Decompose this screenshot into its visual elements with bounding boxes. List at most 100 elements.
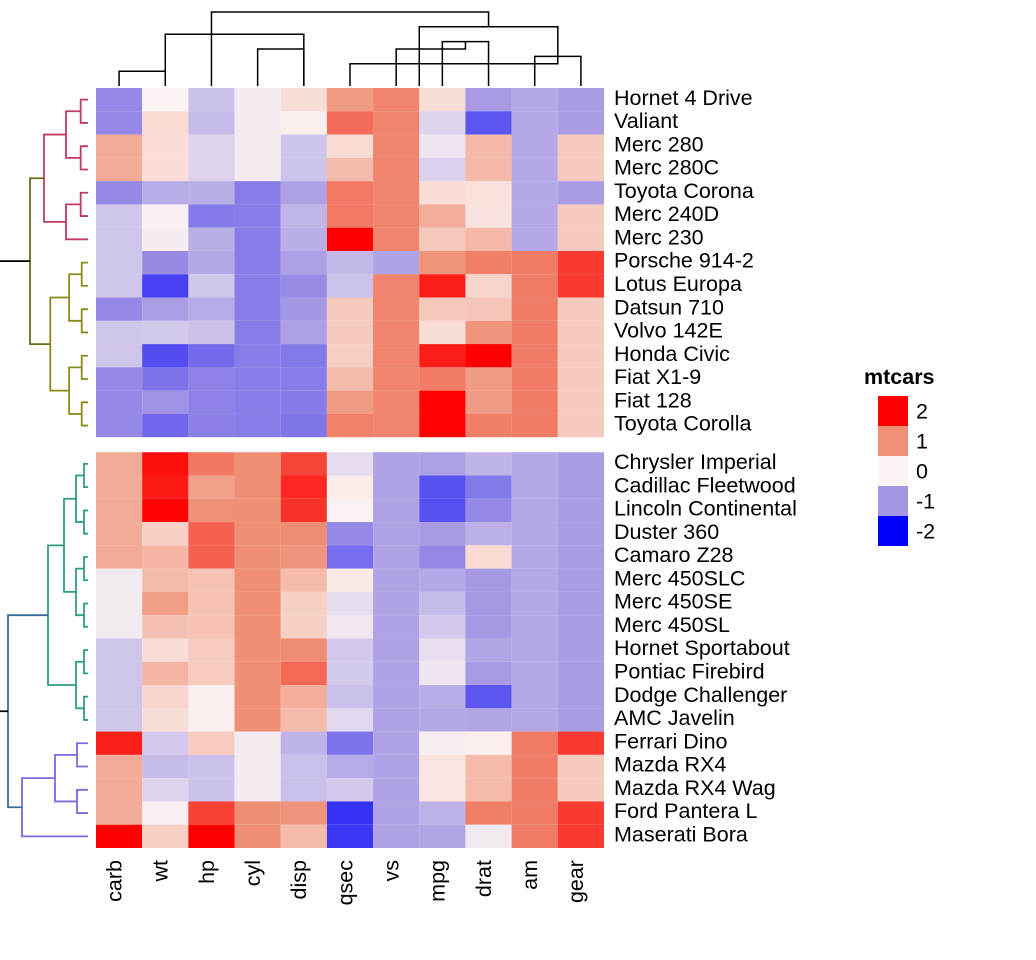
heatmap-cell (419, 367, 465, 390)
heatmap-cell (512, 522, 558, 545)
heatmap-cell (96, 251, 142, 274)
heatmap-cell (373, 732, 419, 755)
heatmap-cell (281, 181, 327, 204)
heatmap-cell (142, 111, 188, 134)
heatmap-cell (465, 135, 511, 158)
row-label: Merc 240D (614, 202, 719, 226)
heatmap-cell (419, 638, 465, 661)
heatmap-cell (142, 685, 188, 708)
heatmap-cell (281, 251, 327, 274)
heatmap-cell (281, 685, 327, 708)
dendro-link (84, 464, 88, 487)
heatmap-cell (96, 569, 142, 592)
heatmap-cell (512, 321, 558, 344)
heatmap-cell (281, 391, 327, 414)
heatmap-cell (512, 778, 558, 801)
heatmap-cell (235, 615, 281, 638)
heatmap-cell (558, 476, 604, 499)
heatmap-cell (188, 274, 234, 297)
heatmap-cell (96, 204, 142, 227)
heatmap-cell (373, 569, 419, 592)
heatmap-cell (373, 662, 419, 685)
heatmap-cell (235, 452, 281, 475)
heatmap-cell (373, 825, 419, 848)
row-label: Toyota Corona (614, 179, 754, 203)
heatmap-cell (96, 88, 142, 111)
heatmap-cell (327, 755, 373, 778)
heatmap-cell (373, 801, 419, 824)
heatmap-cell (142, 251, 188, 274)
legend-title: mtcars (864, 365, 935, 389)
heatmap-cell (281, 732, 327, 755)
heatmap-cell (96, 755, 142, 778)
heatmap-cell (558, 228, 604, 251)
heatmap-cell (96, 708, 142, 731)
heatmap-cell (188, 638, 234, 661)
heatmap-cell (96, 592, 142, 615)
heatmap-cells (96, 88, 604, 848)
heatmap-cell (558, 592, 604, 615)
heatmap-cell (419, 499, 465, 522)
heatmap-cell (558, 391, 604, 414)
heatmap-cell (419, 344, 465, 367)
heatmap-cell (188, 111, 234, 134)
heatmap-cell (188, 181, 234, 204)
heatmap-cell (142, 592, 188, 615)
dendro-link (82, 309, 88, 332)
row-label: Dodge Challenger (614, 683, 787, 707)
heatmap-cell (188, 321, 234, 344)
heatmap-cell (96, 274, 142, 297)
heatmap-cell (235, 522, 281, 545)
row-label: Cadillac Fleetwood (614, 473, 796, 497)
heatmap-cell (512, 638, 558, 661)
heatmap-cell (419, 592, 465, 615)
column-labels: carbwthpcyldispqsecvsmpgdratamgear (102, 860, 588, 906)
dendro-link (82, 402, 88, 425)
heatmap-cell (235, 755, 281, 778)
legend-label: -2 (916, 520, 935, 544)
heatmap-cell (327, 158, 373, 181)
dendro-link (0, 261, 30, 711)
row-label: Camaro Z28 (614, 543, 734, 567)
heatmap-cell (465, 158, 511, 181)
heatmap-cell (188, 251, 234, 274)
row-label: Merc 450SL (614, 613, 730, 637)
heatmap-cell (465, 181, 511, 204)
heatmap-cell (142, 135, 188, 158)
dendro-link (258, 49, 304, 86)
heatmap-cell (465, 685, 511, 708)
row-label: Merc 450SE (614, 590, 732, 614)
heatmap-cell (419, 825, 465, 848)
row-label: Lotus Europa (614, 272, 742, 296)
heatmap-cell (188, 592, 234, 615)
dendro-link (82, 263, 88, 286)
dendro-link (350, 56, 558, 86)
heatmap-cell (188, 228, 234, 251)
heatmap-cell (96, 522, 142, 545)
column-label: carb (102, 860, 126, 902)
heatmap-cell (96, 344, 142, 367)
heatmap-cell (419, 181, 465, 204)
column-label: mpg (426, 860, 450, 902)
row-label: Datsun 710 (614, 295, 724, 319)
heatmap-cell (281, 545, 327, 568)
heatmap-cell (235, 181, 281, 204)
heatmap-cell (96, 367, 142, 390)
legend-swatch (878, 396, 908, 426)
heatmap-cell (188, 204, 234, 227)
row-label: Valiant (614, 109, 678, 133)
row-label: Hornet 4 Drive (614, 86, 753, 110)
heatmap-cell (419, 452, 465, 475)
heatmap-cell (188, 732, 234, 755)
column-label: drat (472, 860, 496, 897)
heatmap-cell (142, 181, 188, 204)
heatmap-cell (142, 452, 188, 475)
heatmap-cell (558, 662, 604, 685)
heatmap-cell (142, 228, 188, 251)
heatmap-cell (465, 638, 511, 661)
heatmap-cell (142, 825, 188, 848)
heatmap-cell (327, 111, 373, 134)
legend-label: 2 (916, 400, 928, 424)
heatmap-cell (188, 522, 234, 545)
heatmap-cell (419, 321, 465, 344)
